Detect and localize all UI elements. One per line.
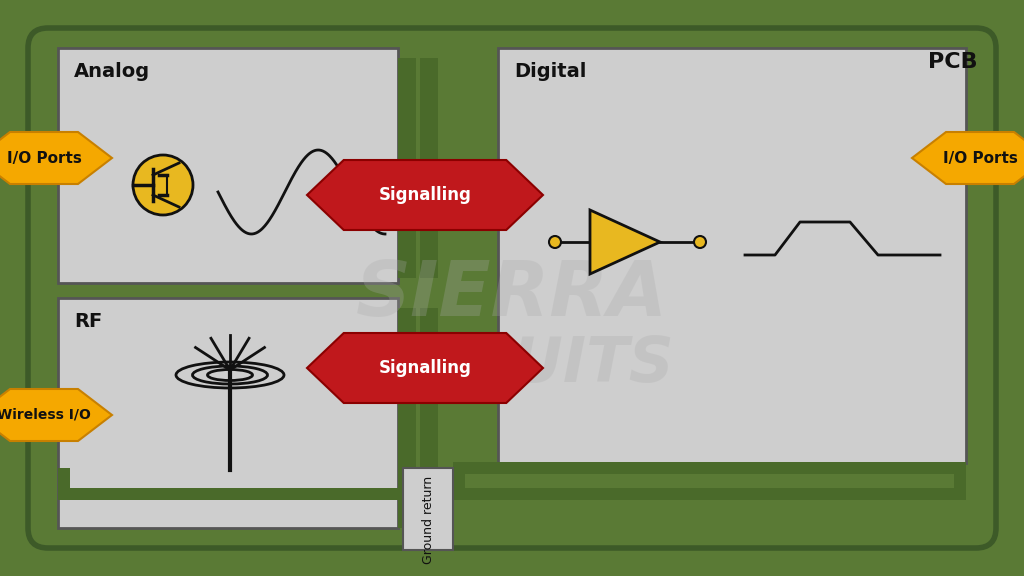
Text: Wireless I/O: Wireless I/O	[0, 408, 91, 422]
Text: PCB: PCB	[929, 52, 978, 72]
Polygon shape	[307, 333, 543, 403]
Circle shape	[694, 236, 706, 248]
Bar	[420, 308, 438, 528]
Bar	[954, 468, 966, 500]
Text: CIRCUITS: CIRCUITS	[349, 335, 675, 395]
Text: SIERRA: SIERRA	[356, 258, 668, 332]
Bar	[453, 462, 966, 474]
Bar	[403, 468, 453, 550]
Bar	[398, 308, 416, 528]
Polygon shape	[0, 132, 112, 184]
Polygon shape	[0, 389, 112, 441]
Text: Ground return: Ground return	[422, 476, 434, 564]
Bar	[420, 58, 438, 278]
Bar	[453, 462, 465, 500]
Bar	[58, 468, 70, 500]
FancyBboxPatch shape	[28, 28, 996, 548]
Text: RF: RF	[74, 312, 102, 331]
Bar	[453, 488, 966, 500]
Text: I/O Ports: I/O Ports	[6, 150, 82, 165]
Polygon shape	[912, 132, 1024, 184]
Text: Digital: Digital	[514, 62, 587, 81]
Bar	[398, 58, 416, 278]
Circle shape	[133, 155, 193, 215]
Text: Signalling: Signalling	[379, 186, 471, 204]
Polygon shape	[590, 210, 660, 274]
Text: Analog: Analog	[74, 62, 151, 81]
Polygon shape	[307, 160, 543, 230]
Bar	[954, 462, 966, 500]
Text: Signalling: Signalling	[379, 359, 471, 377]
Bar	[58, 298, 398, 528]
Bar	[58, 488, 403, 500]
Bar	[498, 48, 966, 463]
Text: I/O Ports: I/O Ports	[942, 150, 1018, 165]
Bar	[58, 48, 398, 283]
Circle shape	[549, 236, 561, 248]
